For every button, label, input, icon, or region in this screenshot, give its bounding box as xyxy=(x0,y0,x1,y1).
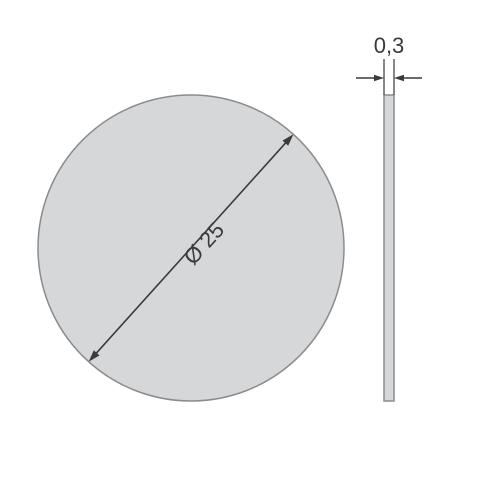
thickness-label: 0,3 xyxy=(374,33,405,58)
arrow-head xyxy=(394,75,404,81)
arrow-head xyxy=(374,75,384,81)
disc-side-view xyxy=(384,95,394,401)
diagram-svg: Ø 250,3 xyxy=(0,0,500,500)
diagram-stage: Ø 250,3 xyxy=(0,0,500,500)
